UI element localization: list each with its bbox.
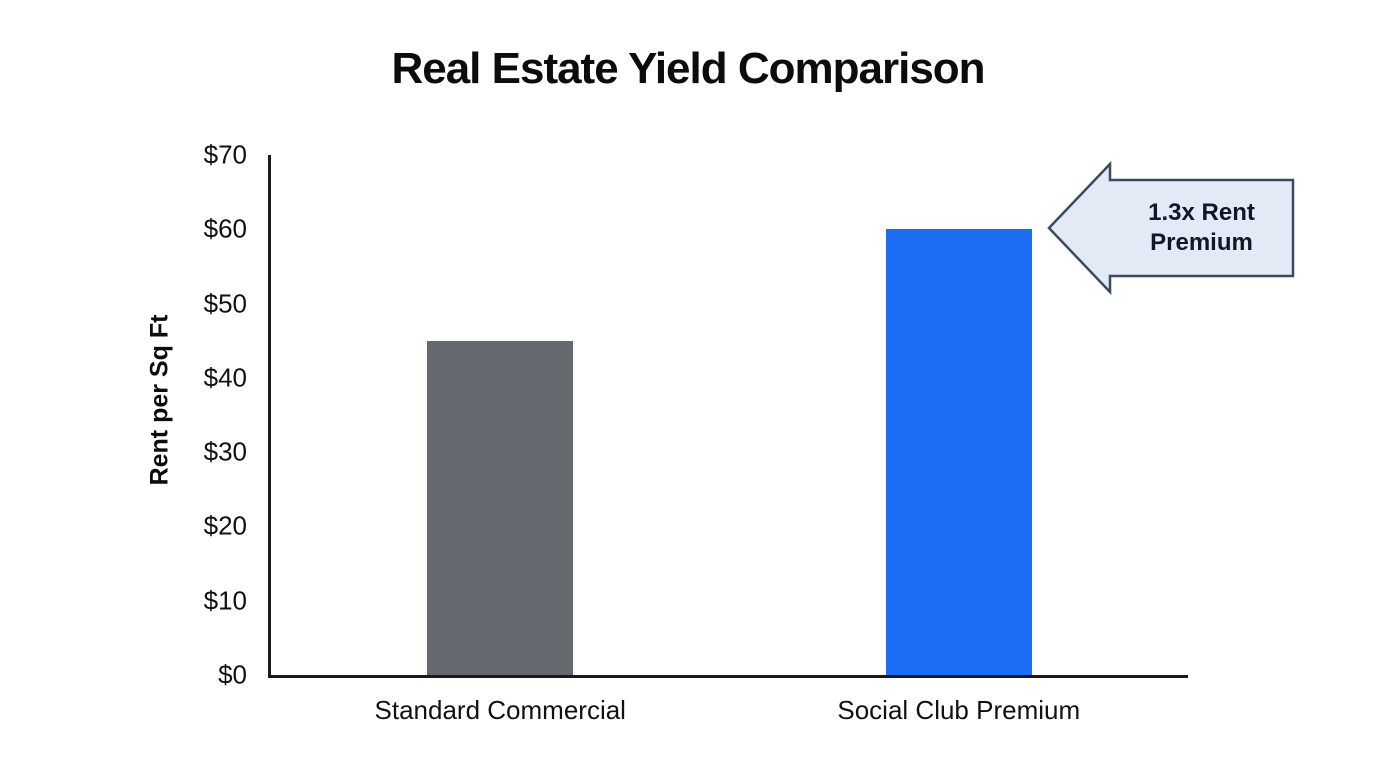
y-tick-label: $50 xyxy=(203,288,247,319)
y-tick-label: $10 xyxy=(203,585,247,616)
annotation-line-2: Premium xyxy=(1150,229,1253,256)
y-tick-label: $20 xyxy=(203,510,247,541)
x-category-label: Standard Commercial xyxy=(374,695,626,725)
chart-title: Real Estate Yield Comparison xyxy=(391,44,985,93)
y-tick-label: $30 xyxy=(203,436,247,467)
left-arrow-icon xyxy=(1047,160,1295,296)
y-tick-label: $40 xyxy=(203,362,247,393)
y-axis-label: Rent per Sq Ft xyxy=(145,314,174,486)
y-tick-label: $70 xyxy=(203,139,247,170)
annotation-line-1: 1.3x Rent xyxy=(1148,199,1255,226)
y-tick-label: $60 xyxy=(203,213,247,244)
x-category-label: Social Club Premium xyxy=(837,695,1081,725)
plot-area: $0 $10 $20 $30 $40 $50 $60 $70 Standard Commerci… xyxy=(204,140,1188,725)
bar-social-club-premium xyxy=(885,229,1032,675)
annotation-label: 1.3x Rent Premium xyxy=(1110,180,1293,276)
bar-standard-commercial xyxy=(427,340,574,675)
rent-premium-annotation: 1.3x Rent Premium xyxy=(1046,160,1296,296)
y-tick-label: $0 xyxy=(218,659,247,690)
